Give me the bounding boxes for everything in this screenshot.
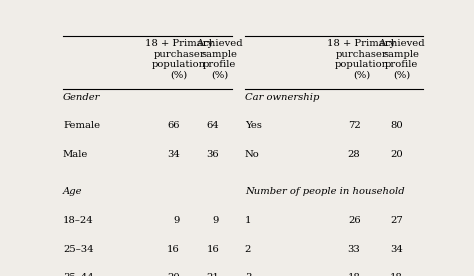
Text: 64: 64 (206, 121, 219, 130)
Text: 18–24: 18–24 (63, 216, 94, 225)
Text: 80: 80 (390, 121, 403, 130)
Text: 35–44: 35–44 (63, 273, 94, 276)
Text: 16: 16 (206, 245, 219, 254)
Text: 21: 21 (206, 273, 219, 276)
Text: 20: 20 (167, 273, 180, 276)
Text: 26: 26 (348, 216, 360, 225)
Text: 1: 1 (245, 216, 251, 225)
Text: 18 + Primary
purchaser
population
(%): 18 + Primary purchaser population (%) (327, 39, 395, 80)
Text: 72: 72 (348, 121, 360, 130)
Text: 9: 9 (173, 216, 180, 225)
Text: Age: Age (63, 187, 82, 196)
Text: 36: 36 (206, 150, 219, 159)
Text: Male: Male (63, 150, 88, 159)
Text: 2: 2 (245, 245, 251, 254)
Text: 33: 33 (348, 245, 360, 254)
Text: Achieved
sample
profile
(%): Achieved sample profile (%) (379, 39, 425, 80)
Text: 3: 3 (245, 273, 251, 276)
Text: 9: 9 (213, 216, 219, 225)
Text: 28: 28 (348, 150, 360, 159)
Text: Car ownership: Car ownership (245, 93, 319, 102)
Text: Achieved
sample
profile
(%): Achieved sample profile (%) (196, 39, 243, 80)
Text: 34: 34 (167, 150, 180, 159)
Text: Yes: Yes (245, 121, 262, 130)
Text: 16: 16 (167, 245, 180, 254)
Text: Female: Female (63, 121, 100, 130)
Text: 18 + Primary
purchaser
population
(%): 18 + Primary purchaser population (%) (145, 39, 213, 80)
Text: 18: 18 (347, 273, 360, 276)
Text: Gender: Gender (63, 93, 100, 102)
Text: 34: 34 (390, 245, 403, 254)
Text: Number of people in household: Number of people in household (245, 187, 404, 196)
Text: 27: 27 (390, 216, 403, 225)
Text: No: No (245, 150, 259, 159)
Text: 18: 18 (390, 273, 403, 276)
Text: 20: 20 (390, 150, 403, 159)
Text: 66: 66 (167, 121, 180, 130)
Text: 25–34: 25–34 (63, 245, 93, 254)
